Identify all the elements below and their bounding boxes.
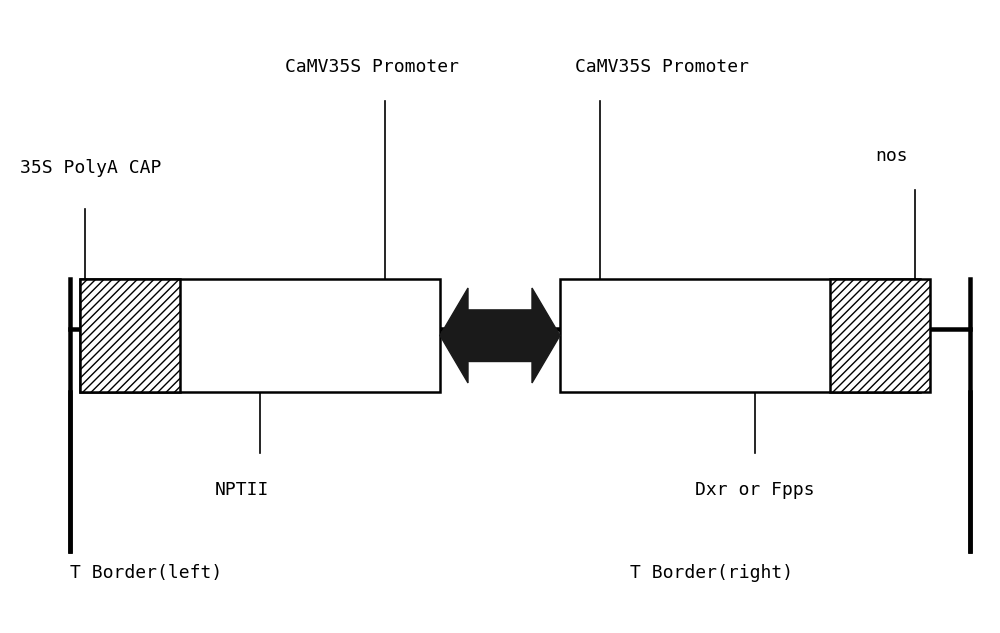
FancyBboxPatch shape — [80, 279, 180, 392]
Text: T Border(right): T Border(right) — [630, 565, 793, 582]
FancyBboxPatch shape — [468, 310, 532, 361]
Text: 35S PolyA CAP: 35S PolyA CAP — [20, 160, 161, 177]
Text: T Border(left): T Border(left) — [70, 565, 222, 582]
Text: NPTII: NPTII — [215, 481, 269, 499]
Text: CaMV35S Promoter: CaMV35S Promoter — [285, 58, 459, 76]
FancyBboxPatch shape — [560, 279, 920, 392]
FancyBboxPatch shape — [80, 279, 440, 392]
Polygon shape — [468, 288, 560, 383]
Text: CaMV35S Promoter: CaMV35S Promoter — [575, 58, 749, 76]
Text: nos: nos — [875, 147, 908, 165]
Polygon shape — [440, 288, 532, 383]
Text: Dxr or Fpps: Dxr or Fpps — [695, 481, 815, 499]
FancyBboxPatch shape — [830, 279, 930, 392]
